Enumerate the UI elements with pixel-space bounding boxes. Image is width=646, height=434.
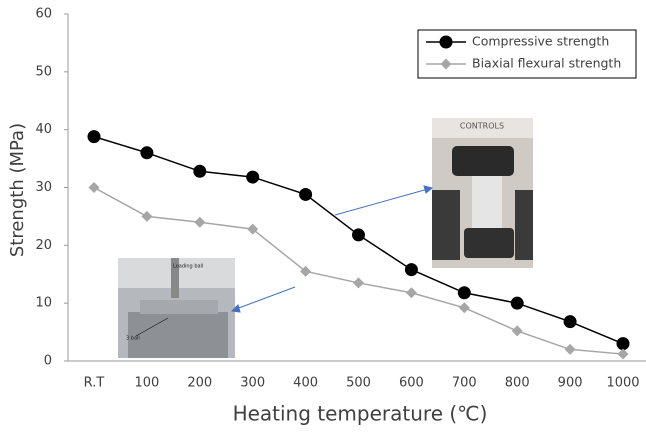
point	[618, 349, 629, 360]
x-axis-title: Heating temperature (℃)	[233, 402, 488, 426]
x-tick-label: 300	[240, 376, 265, 391]
x-tick-label: 600	[399, 376, 424, 391]
photo-label: CONTROLS	[460, 122, 504, 131]
point	[299, 188, 312, 201]
point	[246, 171, 259, 184]
point	[406, 287, 417, 298]
x-tick-label: R.T	[84, 376, 105, 391]
point	[440, 36, 453, 49]
y-tick-label: 20	[35, 238, 52, 253]
photo-label: 3 ball	[126, 336, 140, 342]
legend-label: Compressive strength	[472, 34, 609, 49]
point	[89, 182, 100, 193]
x-tick-label: 500	[346, 376, 371, 391]
y-tick-label: 0	[44, 354, 52, 369]
point	[405, 263, 418, 276]
photo-compression: CONTROLS	[432, 118, 533, 268]
y-axis-title: Strength (MPa)	[7, 123, 28, 257]
point	[617, 337, 630, 350]
point	[193, 165, 206, 178]
point	[353, 277, 364, 288]
point	[141, 211, 152, 222]
point	[352, 228, 365, 241]
legend-label: Biaxial flexural strength	[472, 56, 621, 71]
photo-label: Loading ball	[173, 264, 203, 270]
point	[458, 286, 471, 299]
x-tick-label: 400	[293, 376, 318, 391]
x-tick-label: 100	[134, 376, 159, 391]
x-tick-label: 200	[187, 376, 212, 391]
point	[564, 315, 577, 328]
point	[512, 325, 523, 336]
x-tick-label: 900	[558, 376, 583, 391]
x-tick-label: 1000	[606, 376, 639, 391]
point	[88, 130, 101, 143]
arrows	[232, 186, 432, 312]
x-tick-label: 800	[505, 376, 530, 391]
point	[565, 344, 576, 355]
y-tick-label: 40	[35, 122, 52, 137]
photo-flexural: Loading ball 3 ball	[118, 258, 235, 358]
chart: CONTROLS Loading ball 3 ball Heating tem…	[0, 0, 646, 434]
y-tick-label: 30	[35, 180, 52, 195]
x-tick-label: 700	[452, 376, 477, 391]
y-tick-label: 60	[35, 7, 52, 22]
point	[511, 297, 524, 310]
point	[140, 146, 153, 159]
point	[459, 302, 470, 313]
point	[194, 217, 205, 228]
y-tick-label: 10	[35, 296, 52, 311]
y-tick-label: 50	[35, 64, 52, 79]
